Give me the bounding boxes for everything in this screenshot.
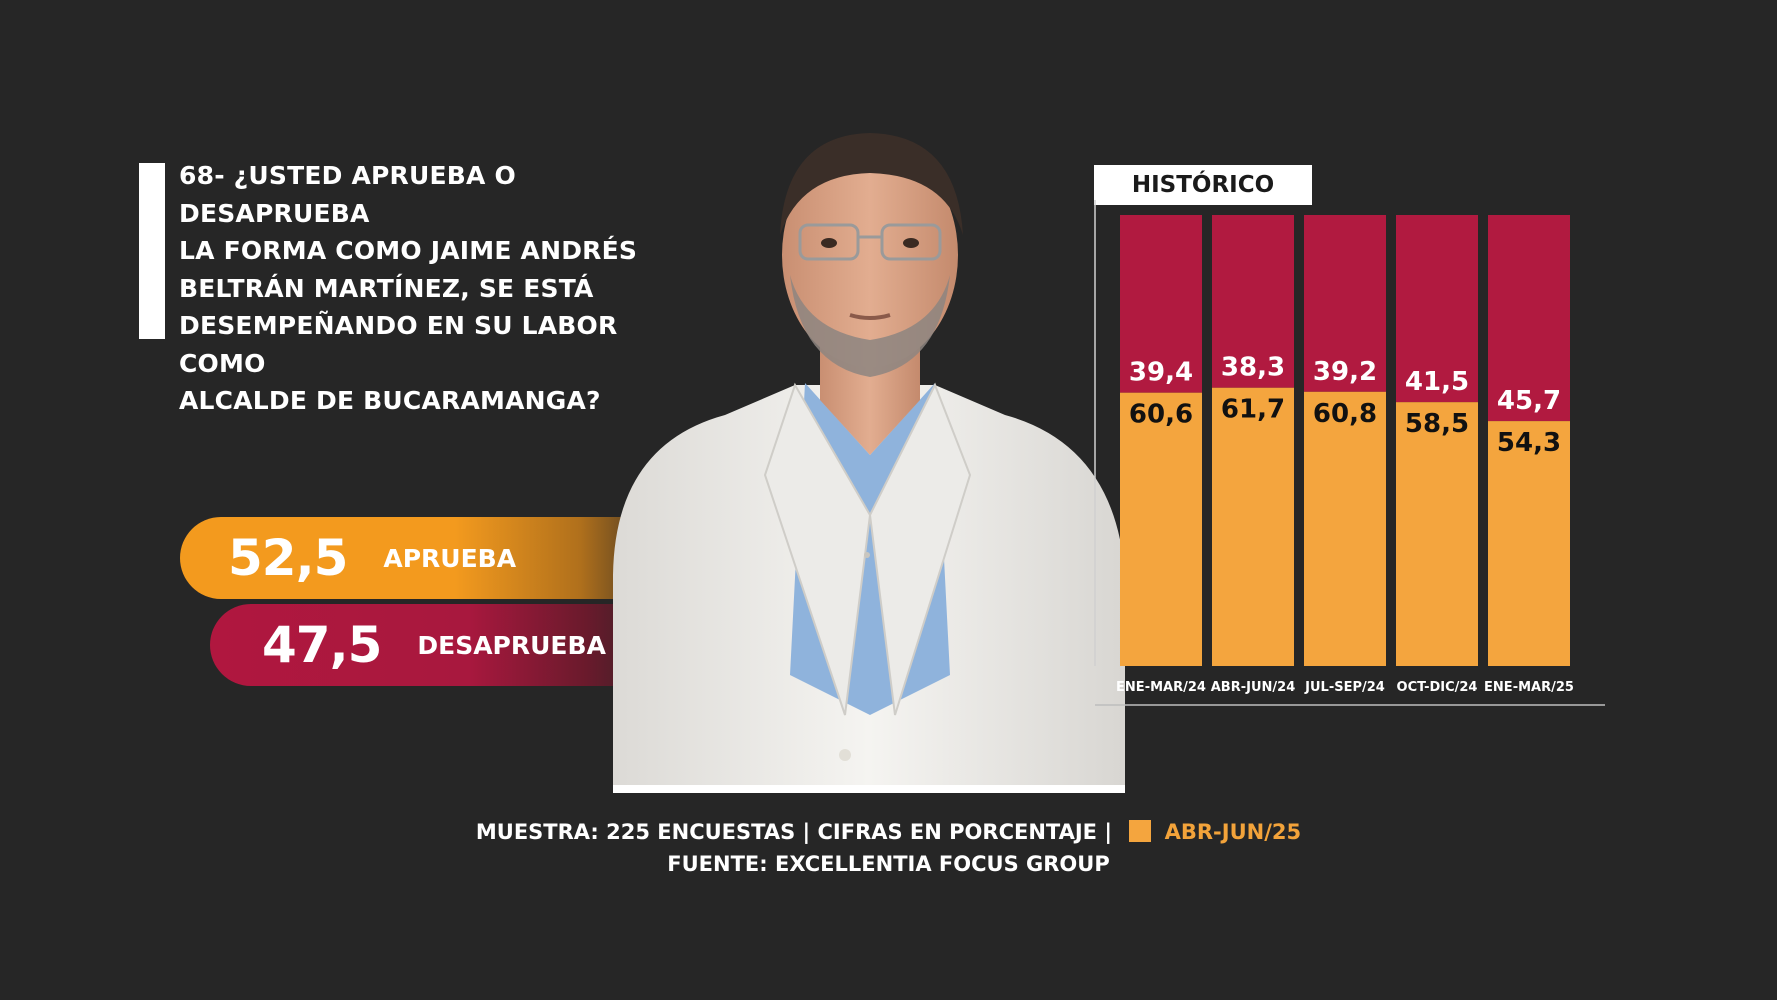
historic-title: HISTÓRICO	[1094, 165, 1312, 205]
disapprove-bar	[1396, 215, 1478, 403]
approve-data-label: 54,3	[1497, 428, 1561, 458]
approve-label: APRUEBA	[383, 543, 517, 573]
question-line: BELTRÁN MARTÍNEZ, SE ESTÁ	[179, 273, 594, 303]
disapprove-data-label: 39,2	[1313, 357, 1377, 387]
disapprove-bar	[1212, 215, 1294, 388]
approve-data-label: 60,8	[1313, 399, 1377, 429]
approve-data-label: 61,7	[1221, 395, 1285, 425]
disapprove-bar	[1488, 215, 1570, 422]
disapprove-data-label: 45,7	[1497, 386, 1561, 416]
question-line: DESEMPEÑANDO EN SU LABOR COMO	[179, 311, 618, 378]
disapprove-result: 47,5 DESAPRUEBA	[210, 604, 680, 686]
disapprove-bar	[1304, 215, 1386, 392]
question-line: LA FORMA COMO JAIME ANDRÉS	[179, 236, 638, 265]
x-tick-label: ENE-MAR/25	[1484, 680, 1574, 695]
approve-result: 52,5 APRUEBA	[180, 517, 680, 599]
disapprove-data-label: 38,3	[1221, 353, 1285, 383]
footer-sample-text: MUESTRA: 225 ENCUESTAS | CIFRAS EN PORCE…	[475, 820, 1112, 844]
x-tick-label: ENE-MAR/24	[1116, 680, 1206, 695]
legend-label: ABR-JUN/25	[1164, 820, 1302, 844]
survey-question: 68- ¿USTED APRUEBA O DESAPRUEBA LA FORMA…	[179, 157, 699, 420]
approve-bar	[1212, 387, 1294, 666]
approve-data-label: 58,5	[1405, 409, 1469, 439]
footer-sample-line: MUESTRA: 225 ENCUESTAS | CIFRAS EN PORCE…	[0, 820, 1777, 844]
mayor-portrait	[613, 133, 1125, 793]
approve-bar	[1396, 402, 1478, 666]
approve-bar	[1488, 421, 1570, 666]
approve-bar	[1304, 391, 1386, 666]
disapprove-bar	[1120, 215, 1202, 393]
legend-swatch	[1129, 820, 1152, 842]
question-line: ALCALDE DE BUCARAMANGA?	[179, 386, 601, 415]
x-tick-label: JUL-SEP/24	[1304, 680, 1385, 695]
x-tick-label: OCT-DIC/24	[1397, 680, 1478, 695]
disapprove-value: 47,5	[262, 616, 382, 674]
disapprove-data-label: 39,4	[1129, 358, 1193, 388]
question-line: 68- ¿USTED APRUEBA O DESAPRUEBA	[179, 161, 516, 228]
disapprove-data-label: 41,5	[1405, 367, 1469, 397]
approve-data-label: 60,6	[1129, 400, 1193, 430]
footer-source: FUENTE: EXCELLENTIA FOCUS GROUP	[667, 852, 1110, 876]
approve-value: 52,5	[228, 529, 348, 587]
approve-bar	[1120, 392, 1202, 666]
disapprove-label: DESAPRUEBA	[417, 630, 606, 660]
historic-stacked-bar-chart: 39,4 60,6 ENE-MAR/24 38,3 61,7 ABR-JUN/24 39,2…	[1094, 200, 1605, 706]
question-accent-bar	[139, 163, 165, 339]
x-tick-label: ABR-JUN/24	[1211, 680, 1296, 695]
